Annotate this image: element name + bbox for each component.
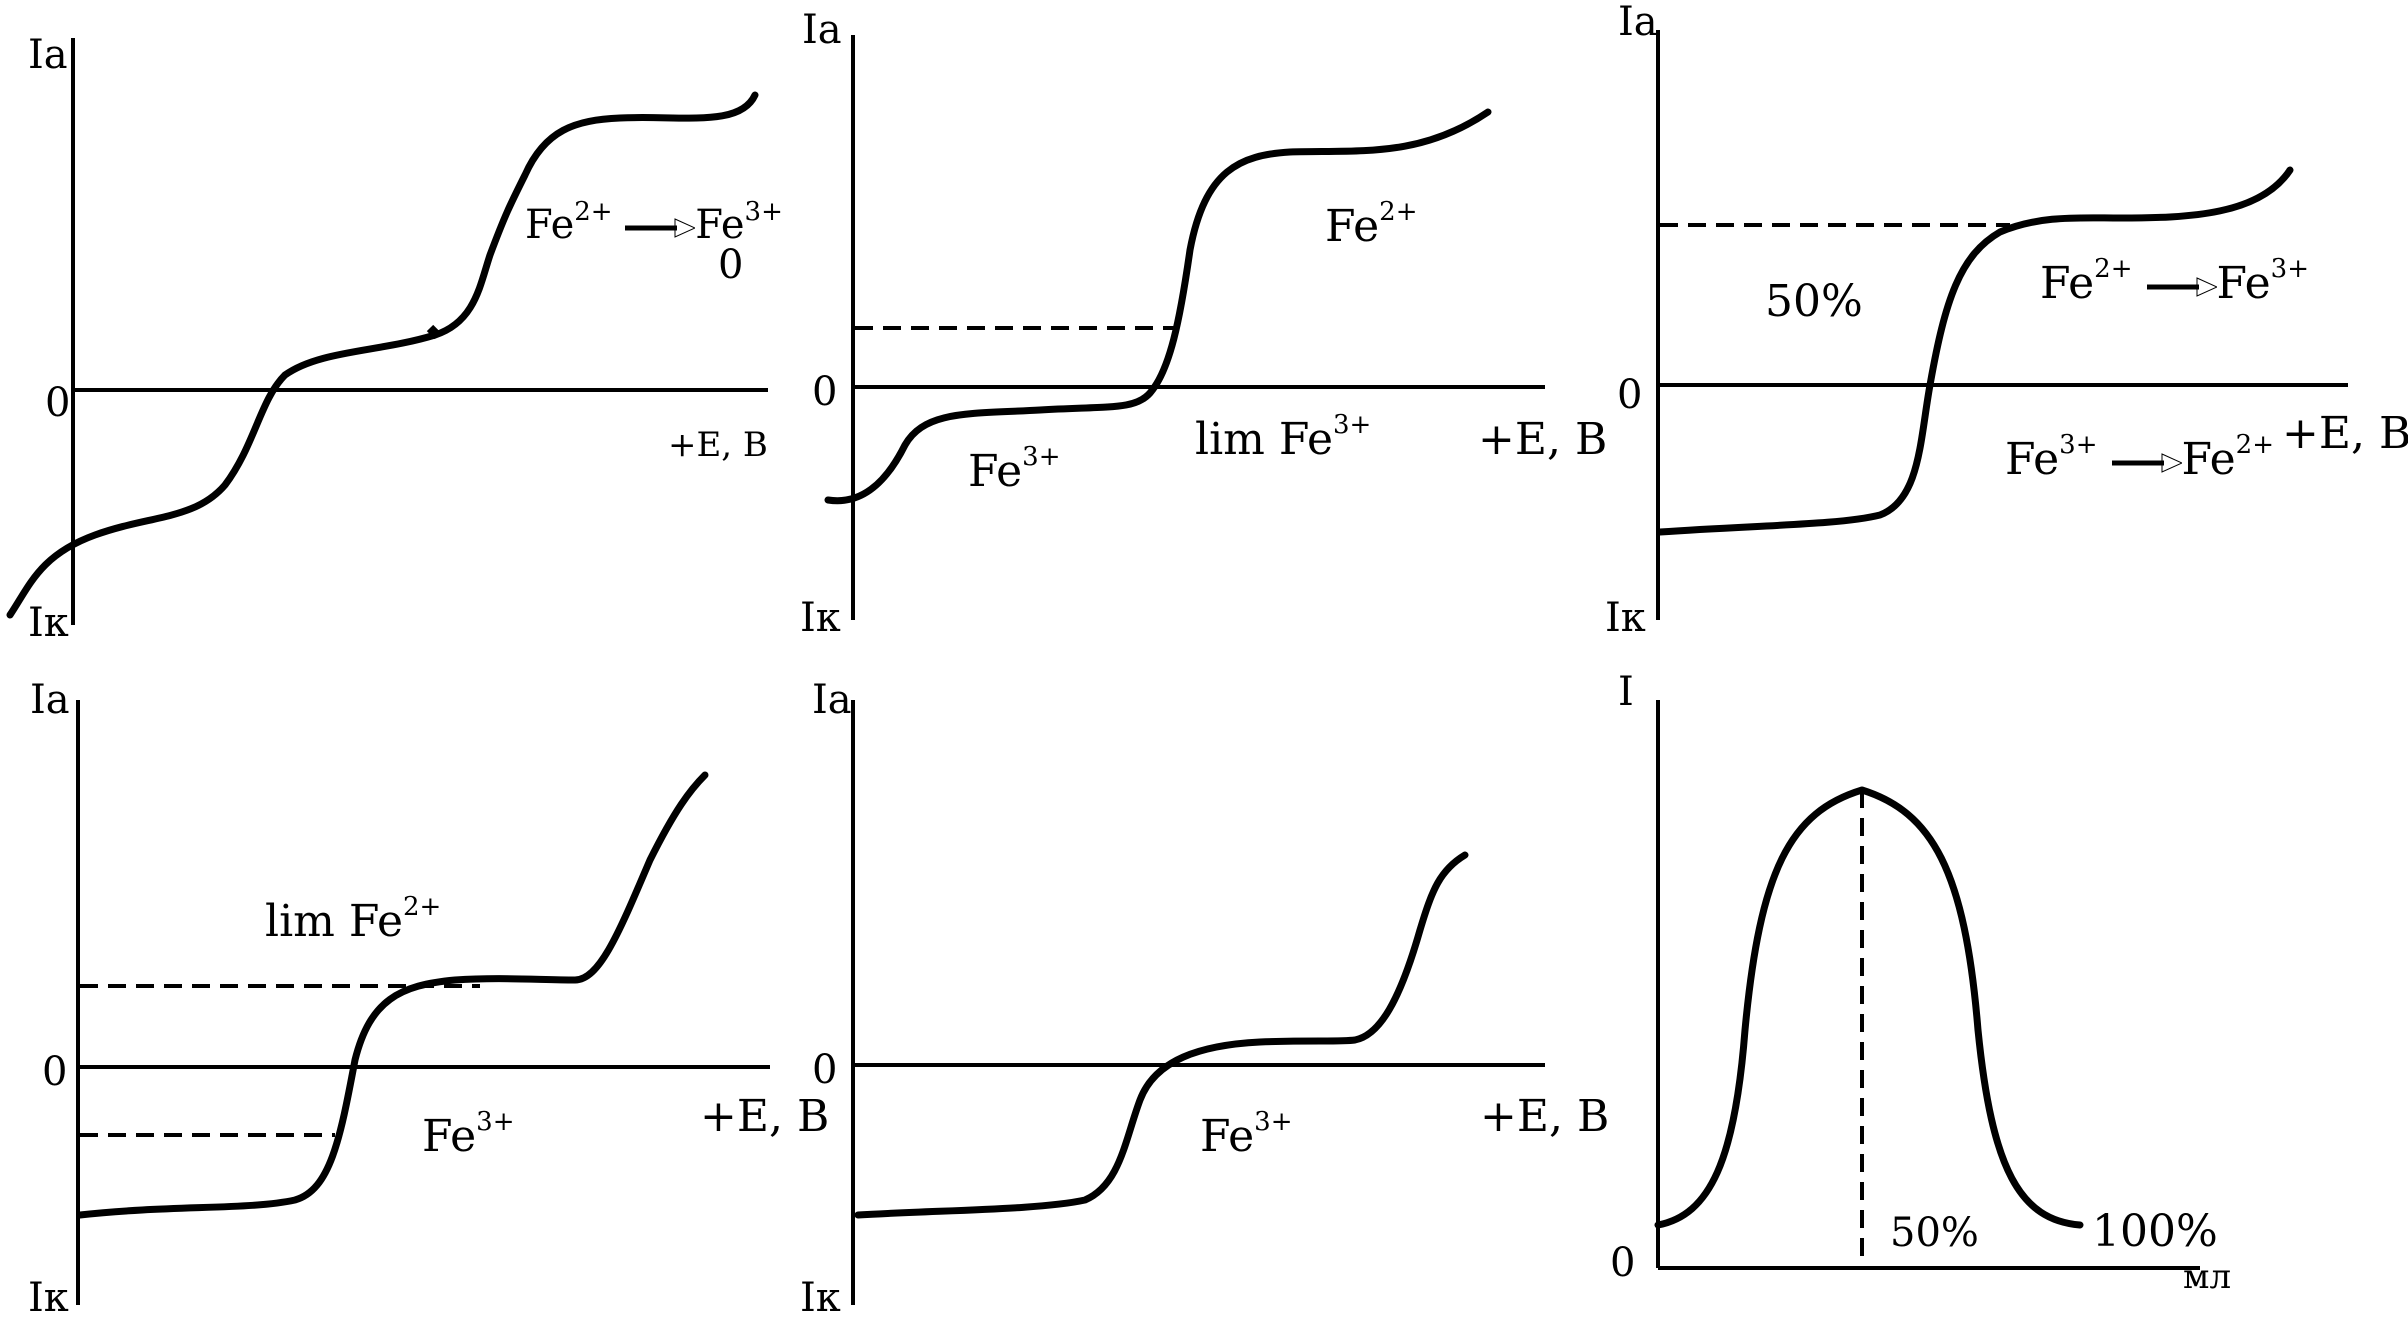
panel-4-anodic-current-label: Ia [30,677,70,723]
panel-3-potential-axis-label: +E, B [2282,408,2408,459]
panel-1-anodic-current-label: Ia [28,32,68,78]
panel-4-zero-label: 0 [42,1049,68,1095]
arrow-icon [2111,452,2182,473]
panel-3 [1656,30,2348,620]
panel-6-current-label: I [1618,669,1634,715]
panel-4 [76,700,770,1305]
panel-1-product-label: Fe [695,202,745,248]
panel-5 [851,700,1545,1305]
panel-1-curve [6,91,759,619]
panel-2-anodic-current-label: Ia [802,7,842,53]
arrow-icon [625,218,696,238]
panel-4-curve [76,771,709,1219]
arrow-icon [2146,276,2217,297]
panel-6-hundred-percent-label: 100% [2092,1206,2218,1257]
panel-2-zero-label: 0 [812,369,838,415]
panel-1-cathodic-current-label: Iк [28,600,69,646]
panel-5-ion-label: Fe3+ [1200,1107,1293,1162]
panel-2-lower-ion-label: Fe3+ [968,442,1061,497]
panel-6-fifty-percent-label: 50% [1890,1210,1979,1256]
panel-5-curve [854,851,1469,1219]
panel-2-upper-ion-label: Fe2+ [1325,197,1418,252]
panel-6 [1654,700,2200,1270]
panel-1-curve-mark [426,324,442,340]
panel-2-cathodic-current-label: Iк [800,595,841,641]
panel-3-cathodic-current-label: Iк [1605,595,1646,641]
panel-4-potential-axis-label: +E, B [700,1091,830,1142]
panel-3-zero-label: 0 [1617,372,1643,418]
panel-4-ion-label: Fe3+ [422,1107,515,1162]
panel-3-reduction-reaction-label: Fe3+ Fe2+ [2005,430,2274,485]
panel-5-cathodic-current-label: Iк [800,1275,841,1321]
panel-4-limit-label: lim Fe2+ [265,892,442,947]
panel-6-volume-unit-label: мл [2183,1257,2232,1297]
panel-3-fifty-percent-label: 50% [1765,276,1863,327]
panel-2-curve [824,108,1492,505]
panel-3-anodic-current-label: Ia [1618,0,1658,45]
panel-1-reactant-label: Fe [525,202,575,248]
panel-1-reaction-label: Fe2+ Fe3+ [525,199,783,248]
panel-1-product-charge: 3+ [744,197,783,227]
panel-5-potential-axis-label: +E, B [1480,1091,1610,1142]
panel-3-curve [1656,166,2294,536]
panel-4-cathodic-current-label: Iк [28,1275,69,1321]
panel-6-peak-curve [1654,786,2084,1229]
panel-3-oxidation-reaction-label: Fe2+ Fe3+ [2040,254,2309,309]
panel-1 [6,38,768,625]
panel-1-potential-axis-label: +E, B [668,425,768,465]
panel-5-zero-label: 0 [812,1047,838,1093]
panel-6-zero-label: 0 [1610,1240,1636,1286]
panel-2-potential-axis-label: +E, B [1478,414,1608,465]
panel-2 [824,35,1545,620]
panel-1-zero-label: 0 [45,380,71,426]
panel-5-anodic-current-label: Ia [812,677,852,723]
panel-2-limit-label: lim Fe3+ [1195,410,1372,465]
panel-1-reactant-charge: 2+ [574,197,613,227]
panel-1-zero-note: 0 [718,242,744,288]
